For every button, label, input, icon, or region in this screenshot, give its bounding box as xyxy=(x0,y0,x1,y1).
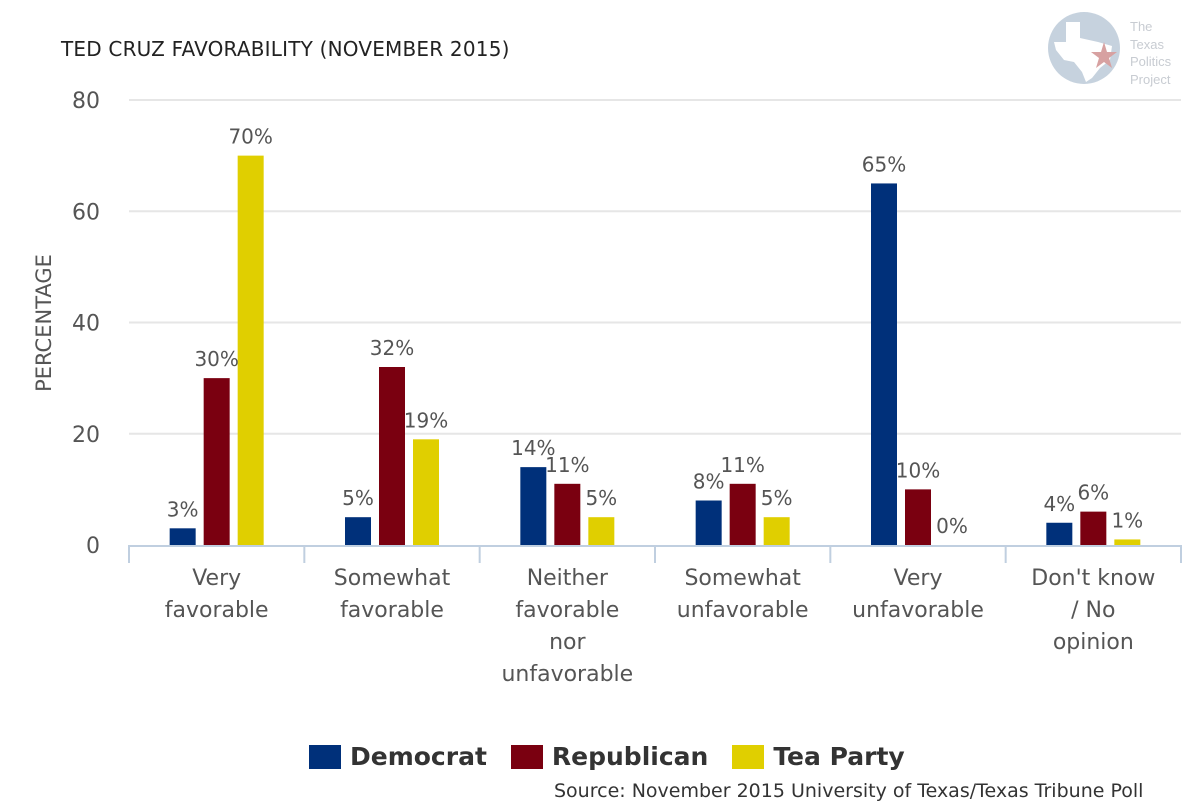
x-tick-label: Don't know / No opinion xyxy=(1031,566,1155,655)
bar-tea-party xyxy=(413,439,439,545)
data-label: 10% xyxy=(896,458,940,482)
logo-line: Politics xyxy=(1130,54,1172,69)
logo-line: Project xyxy=(1130,71,1171,87)
data-label: 5% xyxy=(761,486,793,510)
legend-item-republican[interactable]: Republican xyxy=(510,742,709,771)
bar-democrat xyxy=(1046,522,1073,545)
x-tick-label: Neither favorable nor unfavorable xyxy=(501,566,633,687)
data-label: 3% xyxy=(167,497,199,521)
x-tick-label: Somewhat unfavorable xyxy=(677,566,809,623)
x-tick-label-line: favorable xyxy=(515,598,619,623)
bar-tea-party xyxy=(588,517,615,545)
bars xyxy=(169,155,1141,545)
data-label: 32% xyxy=(370,336,414,360)
x-tick-label-line: Somewhat xyxy=(684,566,801,591)
x-tick-label-line: Don't know xyxy=(1031,566,1155,591)
x-tick-label-line: unfavorable xyxy=(501,662,633,687)
y-tick-label: 20 xyxy=(72,423,100,448)
gridlines xyxy=(129,99,1181,435)
legend-swatch xyxy=(732,744,765,769)
bar-tea-party xyxy=(237,155,264,545)
x-tick-label-line: opinion xyxy=(1053,630,1134,655)
legend-swatch xyxy=(309,744,341,769)
bar-democrat xyxy=(345,517,371,545)
x-tick-label-line: favorable xyxy=(165,598,269,623)
logo-line: Texas xyxy=(1130,36,1164,52)
logo-text: The Texas Politics Project xyxy=(1130,18,1171,88)
x-tick-label-line: unfavorable xyxy=(677,598,809,623)
data-label: 4% xyxy=(1043,492,1075,516)
y-tick-label: 0 xyxy=(86,534,100,559)
y-axis-ticks: 0 20 40 60 80 xyxy=(72,89,100,559)
x-tick-label: Very unfavorable xyxy=(852,566,984,623)
x-tick-label-line: Somewhat xyxy=(334,566,451,591)
data-label: 30% xyxy=(194,347,238,371)
legend-item-democrat[interactable]: Democrat xyxy=(309,742,487,771)
bar-tea-party xyxy=(763,517,790,545)
x-tick-label-line: Neither xyxy=(527,566,609,591)
bar-democrat xyxy=(695,500,722,545)
bar-republican xyxy=(905,489,931,545)
chart-title: TED CRUZ FAVORABILITY (NOVEMBER 2015) xyxy=(61,37,510,61)
bar-republican xyxy=(1080,511,1107,545)
data-label: 65% xyxy=(862,152,906,176)
y-axis-label: PERCENTAGE xyxy=(32,254,56,392)
y-tick-label: 60 xyxy=(72,200,100,225)
x-axis-tick-labels: Very favorable Somewhat favorable Neither fav… xyxy=(165,566,1156,687)
legend: Democrat Republican Tea Party xyxy=(309,742,929,771)
data-label: 11% xyxy=(720,453,764,477)
data-label: 14% xyxy=(511,436,555,460)
data-label: 11% xyxy=(545,453,589,477)
x-tick-label-line: favorable xyxy=(340,598,444,623)
data-label: 5% xyxy=(342,486,374,510)
x-tick-label-line: Very xyxy=(894,566,943,591)
x-tick-label: Somewhat favorable xyxy=(334,566,451,623)
x-tick-label-line: Very xyxy=(192,566,241,591)
bar-republican xyxy=(203,378,230,545)
data-label: 8% xyxy=(693,470,725,494)
x-tick-label-line: unfavorable xyxy=(852,598,984,623)
data-label: 70% xyxy=(228,125,272,149)
x-tick-label: Very favorable xyxy=(165,566,269,623)
data-label: 1% xyxy=(1111,508,1143,532)
legend-label: Republican xyxy=(551,742,709,771)
source-note: Source: November 2015 University of Texa… xyxy=(554,780,1144,802)
logo-line: The xyxy=(1130,19,1153,34)
y-tick-label: 80 xyxy=(72,89,100,114)
bar-chart: 0 20 40 60 80 PERCENTAGE 3% 30% 70% 5% 32% 19% 14%… xyxy=(32,89,1182,687)
bar-republican xyxy=(379,367,405,545)
legend-swatch xyxy=(510,744,543,769)
bar-democrat xyxy=(871,183,897,545)
bar-republican xyxy=(554,483,581,545)
legend-item-tea-party[interactable]: Tea Party xyxy=(732,742,905,771)
bar-tea-party xyxy=(1114,539,1141,545)
legend-label: Democrat xyxy=(350,742,487,771)
texas-seal-icon xyxy=(1048,12,1120,84)
legend-label: Tea Party xyxy=(773,742,905,771)
data-label: 6% xyxy=(1077,481,1109,505)
data-label: 0% xyxy=(936,514,968,538)
data-labels: 3%30%70%5%32%19%14%11%5%8%11%5%65%10%0%4… xyxy=(167,125,1143,538)
texas-politics-project-logo: The Texas Politics Project xyxy=(1046,12,1196,88)
data-label: 19% xyxy=(404,408,448,432)
bar-democrat xyxy=(520,467,547,545)
x-axis xyxy=(128,545,1182,563)
x-tick-label-line: / No xyxy=(1071,598,1115,623)
y-tick-label: 40 xyxy=(72,312,100,337)
bar-republican xyxy=(729,483,756,545)
data-label: 5% xyxy=(585,486,617,510)
x-tick-label-line: nor xyxy=(549,630,586,655)
bar-democrat xyxy=(169,528,196,545)
